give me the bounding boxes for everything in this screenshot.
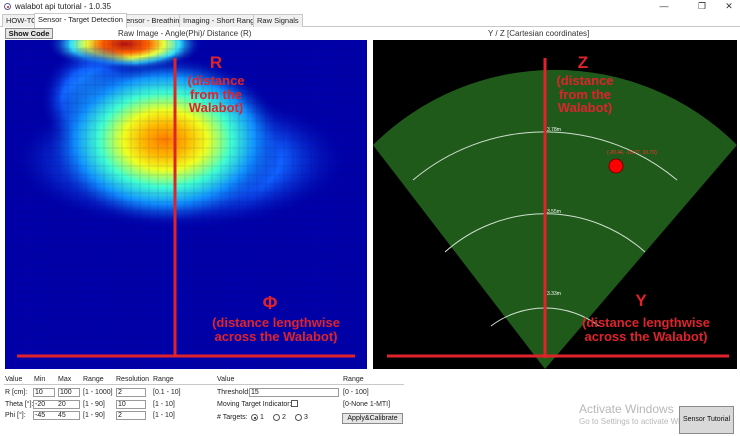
header-res-range: Range (153, 376, 174, 383)
raw-image-heatmap (5, 40, 367, 369)
phi-label: Phi [°]: (5, 412, 26, 419)
r-min-input[interactable] (33, 388, 55, 397)
theta-min-input[interactable] (33, 400, 80, 409)
phi-resolution-range: [1 - 10] (153, 412, 175, 419)
phi-resolution-input[interactable] (116, 411, 146, 420)
arc-label-3: 3.33m (547, 291, 561, 297)
tab-sensor-breathing[interactable]: Sensor - Breathing (117, 14, 188, 27)
r-resolution-input[interactable] (116, 388, 146, 397)
close-button[interactable]: ✕ (725, 1, 733, 11)
targets-option-3: 3 (304, 414, 308, 421)
targets-radio-2[interactable] (273, 414, 280, 421)
mti-range: [0-None 1-MTI] (343, 401, 391, 408)
arc-label-2: 3.55m (547, 209, 561, 215)
targets-label: # Targets: (217, 414, 248, 421)
header-resolution: Resolution (116, 376, 150, 383)
theta-resolution-range: [1 - 10] (153, 401, 175, 408)
phi-max: 45 (58, 412, 66, 419)
targets-radio-1[interactable] (251, 414, 258, 421)
header-value: Value (5, 376, 23, 383)
cartesian-title: Y / Z [Cartesian coordinates] (488, 29, 590, 38)
theta-max: 20 (58, 401, 66, 408)
phi-annotation-text: (distance lengthwise across the Walabot) (212, 315, 340, 344)
cartesian-panel: 3.78m 3.55m 3.33m (-20.44, -10.77, 10.70… (373, 40, 737, 369)
y-annotation-symbol: Y (635, 291, 647, 310)
header-max: Max (58, 376, 72, 383)
z-annotation-symbol: Z (577, 53, 589, 72)
app-icon (4, 3, 11, 10)
raw-image-title: Raw Image - Angle(Phi)/ Distance (R) (118, 29, 252, 38)
theta-range: [1 - 90] (83, 401, 105, 408)
window-title: walabot api tutorial - 1.0.35 (15, 2, 112, 11)
threshold-range: [0 - 100] (343, 389, 369, 396)
mti-label: Moving Target Indicator: (217, 401, 292, 408)
apply-calibrate-button[interactable]: Apply&Calibrate (342, 413, 403, 424)
targets-option-1: 1 (260, 414, 264, 421)
phi-min-input[interactable] (33, 411, 80, 420)
theta-resolution-input[interactable] (116, 400, 146, 409)
r-range: [1 - 1000] (83, 389, 113, 396)
activate-windows-subtext: Go to Settings to activate Wi (579, 417, 680, 426)
raw-image-panel: R (distance from the Walabot) Φ (distanc… (5, 40, 367, 369)
threshold-label: Threshold: (217, 389, 251, 396)
r-annotation-text: (distance from the Walabot) (187, 73, 245, 116)
header-right-range: Range (343, 376, 364, 383)
theta-label: Theta [°]: (5, 401, 34, 408)
target-marker[interactable] (608, 158, 624, 174)
arc-label-1: 3.78m (547, 127, 561, 133)
sensor-tutorial-button[interactable]: Sensor Tutorial (679, 406, 734, 434)
targets-radio-3[interactable] (295, 414, 302, 421)
tab-sensor-target-detection[interactable]: Sensor - Target Detection (34, 13, 127, 28)
mti-checkbox[interactable] (291, 400, 298, 407)
r-max-input[interactable] (58, 388, 80, 397)
z-annotation-text: (distance from the Walabot) (556, 73, 614, 116)
activate-windows-watermark: Activate Windows (579, 402, 674, 416)
phi-range: [1 - 90] (83, 412, 105, 419)
r-label: R [cm]: (5, 389, 28, 396)
title-bar: walabot api tutorial - 1.0.35 — ❐ ✕ (0, 0, 740, 13)
detection-field (373, 69, 737, 369)
maximize-button[interactable]: ❐ (697, 1, 707, 11)
header-min: Min (34, 376, 46, 383)
minimize-button[interactable]: — (659, 1, 669, 11)
tab-imaging-short-range[interactable]: Imaging - Short Range (179, 14, 263, 27)
header-range: Range (83, 376, 104, 383)
y-annotation-text: (distance lengthwise across the Walabot) (582, 315, 710, 344)
tab-raw-signals[interactable]: Raw Signals (253, 14, 303, 27)
r-annotation-symbol: R (209, 53, 223, 72)
r-resolution-range: [0.1 - 10] (153, 389, 181, 396)
show-code-button[interactable]: Show Code (5, 28, 53, 39)
threshold-input[interactable] (249, 388, 339, 397)
header-right-value: Value (217, 376, 235, 383)
cartesian-plot: 3.78m 3.55m 3.33m (-20.44, -10.77, 10.70… (373, 58, 737, 369)
target-coordinate-label: (-20.44, -10.77, 10.70) (607, 150, 657, 156)
targets-option-2: 2 (282, 414, 286, 421)
tab-strip: HOW-TO Sensor - Target Detection Sensor … (0, 13, 740, 28)
phi-annotation-symbol: Φ (262, 293, 278, 313)
